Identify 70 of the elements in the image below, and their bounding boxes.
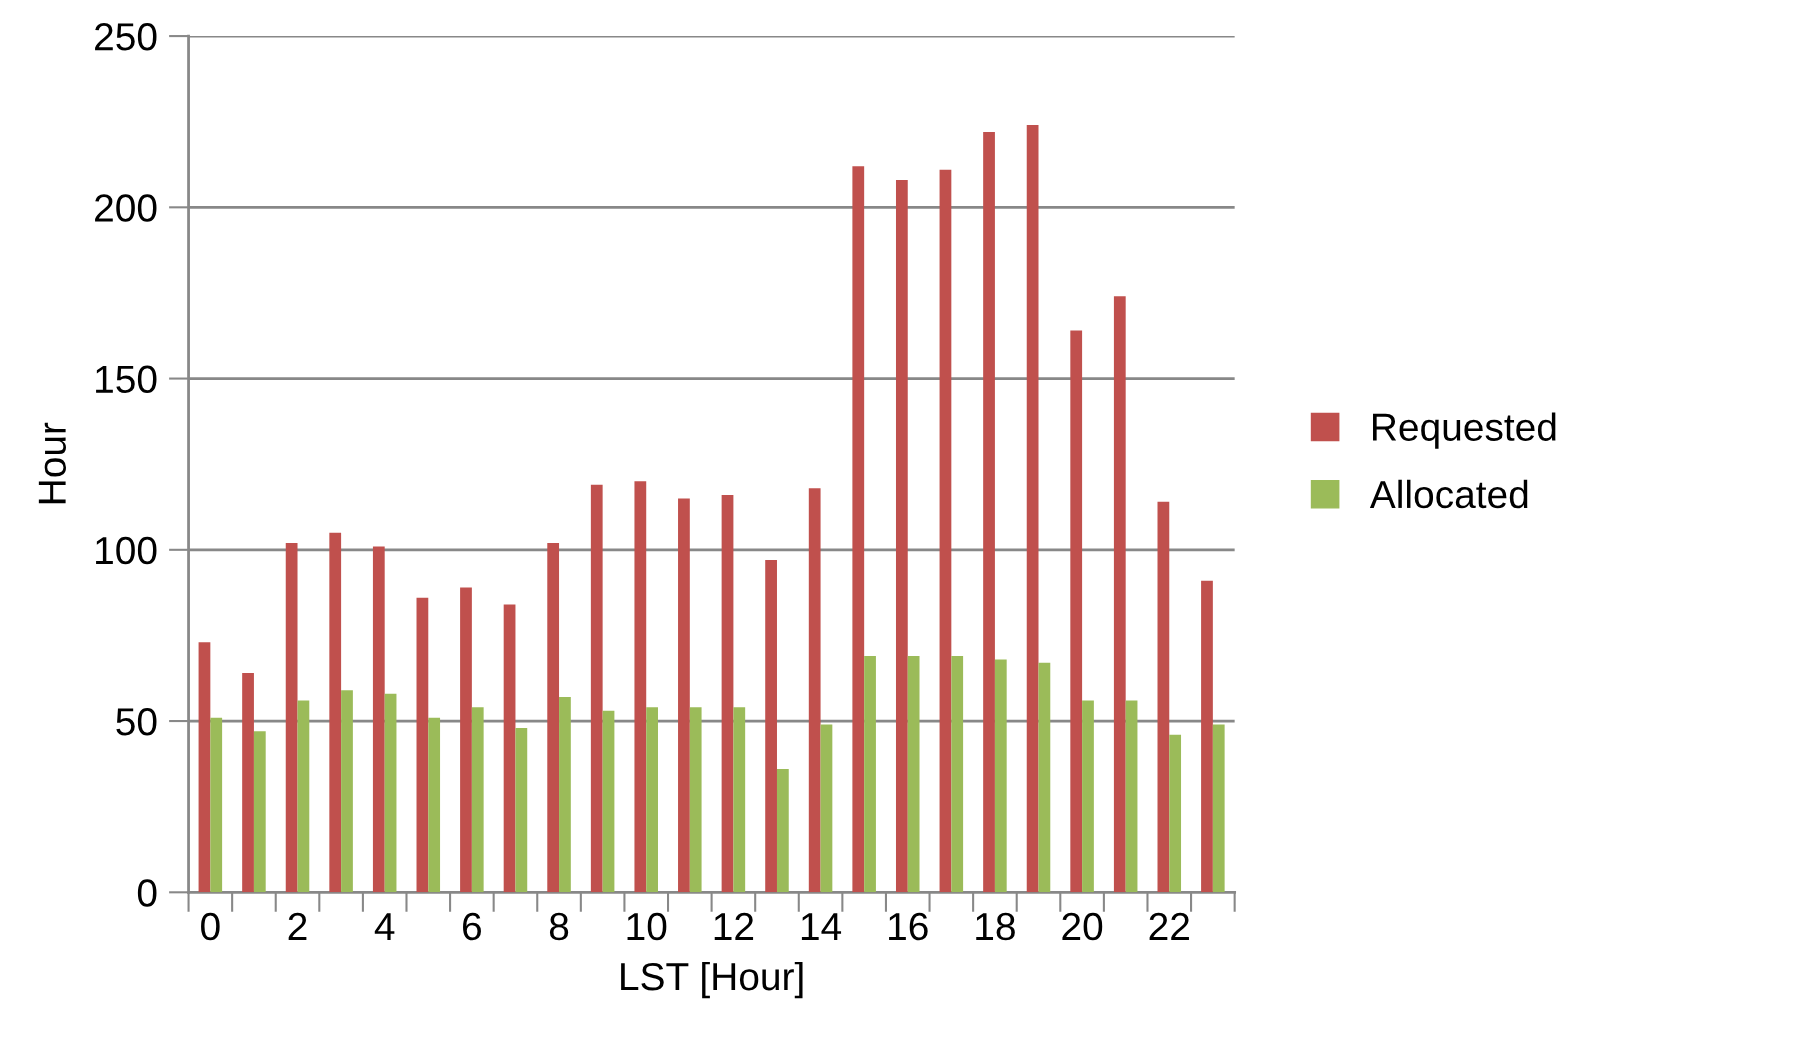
bar <box>1125 700 1138 893</box>
bar <box>907 655 920 893</box>
bar <box>198 642 211 893</box>
bar <box>590 484 603 893</box>
bar <box>384 693 397 893</box>
bar <box>297 700 310 893</box>
bar <box>994 659 1007 893</box>
bar <box>372 546 385 893</box>
bar <box>1038 662 1051 893</box>
legend-label: Requested <box>1373 412 1556 449</box>
x-tick-label: 22 <box>1149 912 1189 940</box>
bar <box>1113 296 1126 893</box>
bar <box>721 495 734 893</box>
bar <box>559 697 571 893</box>
legend-label: Allocated <box>1369 479 1528 509</box>
bar <box>1157 501 1170 893</box>
x-tick-label: 14 <box>801 913 842 940</box>
bar <box>210 717 223 893</box>
x-tick-label: 2 <box>288 912 307 940</box>
bar <box>1169 734 1182 893</box>
bar <box>1026 125 1039 893</box>
y-tick-label: 0 <box>137 879 157 907</box>
bar <box>416 597 429 893</box>
bar <box>341 690 353 893</box>
x-axis-title: LST [Hour] <box>621 961 803 999</box>
bar <box>895 179 908 893</box>
bar <box>678 498 690 893</box>
y-axis-title: Hour <box>38 422 66 504</box>
bar <box>1070 330 1083 893</box>
x-tick-label: 0 <box>201 912 220 941</box>
bar <box>689 707 702 893</box>
bar <box>864 655 876 893</box>
bar <box>515 727 528 893</box>
y-tick-label: 250 <box>95 23 157 51</box>
bar <box>820 724 833 893</box>
bar <box>983 131 995 893</box>
bar <box>951 655 964 893</box>
y-tick-label: 50 <box>116 707 157 736</box>
bar <box>460 587 472 893</box>
bar <box>939 169 952 893</box>
bar <box>602 710 615 893</box>
bar <box>776 769 789 893</box>
x-tick-label: 18 <box>976 912 1015 941</box>
bar <box>503 604 516 893</box>
x-tick-label: 12 <box>714 912 754 940</box>
bar <box>1082 700 1094 893</box>
y-tick-label: 100 <box>96 536 157 565</box>
x-tick-label: 10 <box>627 912 667 941</box>
bar <box>285 542 298 893</box>
bar <box>428 717 441 893</box>
bar <box>242 673 254 893</box>
bar <box>733 707 746 893</box>
y-tick-label: 200 <box>95 194 157 222</box>
bar <box>1212 724 1225 893</box>
x-tick-label: 4 <box>374 913 395 940</box>
x-tick-label: 8 <box>549 912 569 941</box>
bar <box>634 481 647 893</box>
bar <box>646 707 658 893</box>
x-tick-label: 6 <box>463 912 481 941</box>
y-tick-label: 150 <box>96 365 157 394</box>
bar <box>253 731 266 893</box>
bar <box>1201 580 1213 893</box>
x-tick-label: 16 <box>889 912 928 941</box>
bar <box>808 488 821 893</box>
bar <box>852 166 865 893</box>
bar <box>329 532 342 893</box>
bar <box>765 560 777 893</box>
bar <box>547 542 560 893</box>
x-tick-label: 20 <box>1062 912 1103 941</box>
bar <box>471 707 484 893</box>
